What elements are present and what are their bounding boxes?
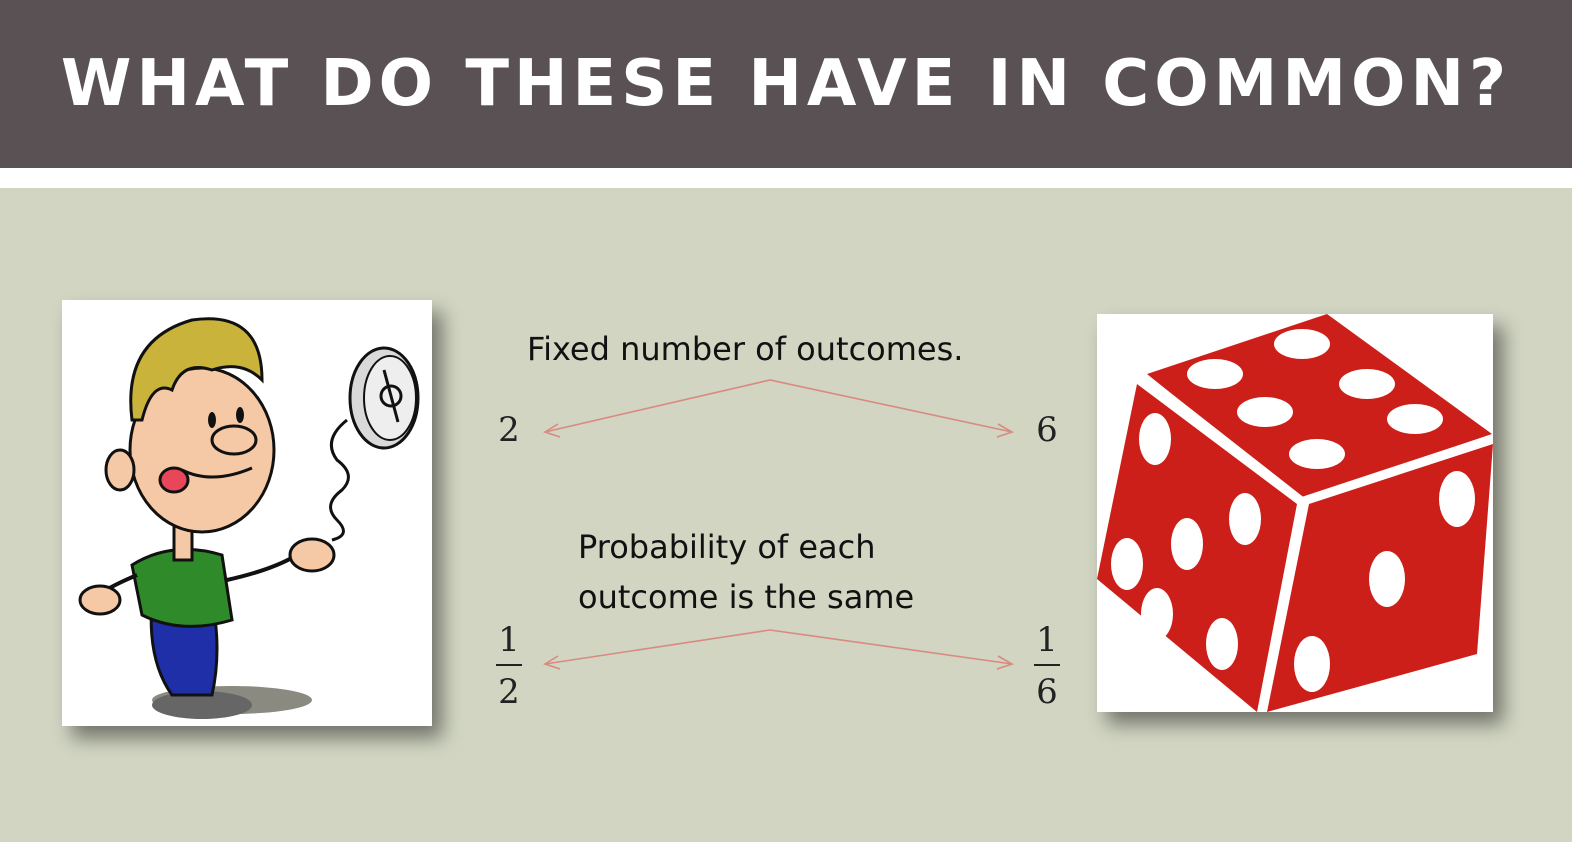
coin-prob-denominator: 2 xyxy=(498,672,520,712)
caption-equal-probability: Probability of each outcome is the same xyxy=(578,522,914,622)
die-image xyxy=(1097,314,1493,712)
caption-probability-line1: Probability of each xyxy=(578,528,876,566)
boy-flipping-coin-illustration xyxy=(78,317,420,719)
probability-arrows xyxy=(543,629,1014,670)
die-prob-denominator: 6 xyxy=(1036,672,1058,712)
die-outcome-count: 6 xyxy=(1036,410,1058,450)
outcomes-arrows xyxy=(543,379,1014,438)
caption-fixed-outcomes: Fixed number of outcomes. xyxy=(527,330,964,368)
red-die-illustration xyxy=(1097,314,1493,712)
fraction-bar xyxy=(1034,664,1060,666)
slide-title: WHAT DO THESE HAVE IN COMMON? xyxy=(60,47,1512,121)
coin-probability-fraction: 1 2 xyxy=(489,620,529,712)
title-bar: WHAT DO THESE HAVE IN COMMON? xyxy=(0,0,1572,168)
coin-outcome-count: 2 xyxy=(498,410,520,450)
die-prob-numerator: 1 xyxy=(1036,620,1058,660)
coin-flip-image xyxy=(62,300,432,726)
die-probability-fraction: 1 6 xyxy=(1027,620,1067,712)
fraction-bar xyxy=(496,664,522,666)
coin-prob-numerator: 1 xyxy=(498,620,520,660)
caption-probability-line2: outcome is the same xyxy=(578,578,915,616)
title-divider xyxy=(0,168,1572,188)
